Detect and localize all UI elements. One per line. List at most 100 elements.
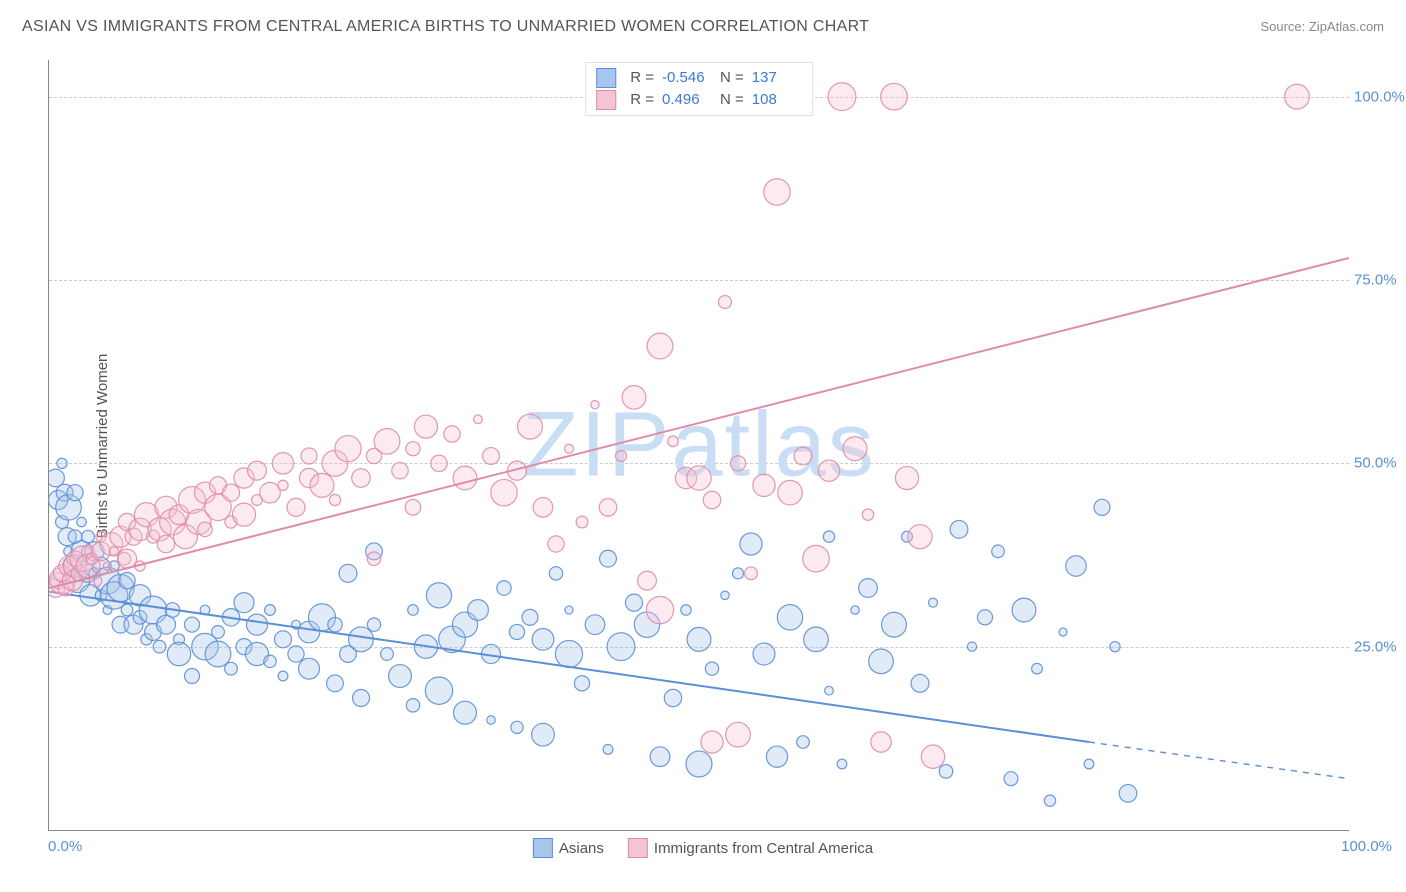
data-point	[650, 747, 670, 767]
data-point	[1004, 772, 1018, 786]
data-point	[222, 484, 239, 501]
data-point	[414, 415, 437, 438]
data-point	[167, 642, 190, 665]
data-point	[726, 722, 751, 747]
data-point	[753, 643, 775, 665]
data-point	[405, 500, 421, 516]
data-point	[426, 583, 451, 608]
legend-item-asians: Asians	[533, 838, 604, 858]
data-point	[301, 448, 317, 464]
legend-row-asians: R = -0.546 N = 137	[596, 67, 802, 89]
data-point	[431, 455, 447, 471]
swatch-immigrants	[596, 90, 616, 110]
data-point	[664, 689, 681, 706]
data-point	[1084, 759, 1094, 769]
chart-title: ASIAN VS IMMIGRANTS FROM CENTRAL AMERICA…	[22, 18, 869, 36]
data-point	[109, 547, 118, 556]
data-point	[1066, 556, 1086, 576]
data-point	[367, 552, 381, 566]
data-point	[797, 736, 810, 749]
data-point	[328, 617, 342, 631]
data-point	[234, 593, 254, 613]
data-point	[603, 744, 613, 754]
data-point	[977, 610, 992, 625]
data-point	[967, 642, 976, 651]
data-point	[487, 716, 495, 724]
data-point	[184, 617, 199, 632]
data-point	[638, 571, 657, 590]
data-point	[533, 497, 553, 517]
data-point	[260, 482, 281, 503]
trend-line	[49, 258, 1349, 588]
plot-area: ZIPatlas R = -0.546 N = 137 R = 0.496 N …	[48, 60, 1349, 831]
data-point	[157, 615, 176, 634]
legend-row-immigrants: R = 0.496 N = 108	[596, 89, 802, 111]
y-tick-label: 50.0%	[1354, 455, 1404, 472]
swatch-asians	[533, 838, 553, 858]
data-point	[1094, 499, 1110, 515]
data-point	[518, 414, 543, 439]
correlation-legend: R = -0.546 N = 137 R = 0.496 N = 108	[585, 62, 813, 116]
data-point	[687, 466, 711, 490]
data-point	[67, 485, 83, 501]
data-point	[287, 498, 305, 516]
data-point	[408, 605, 419, 616]
data-point	[764, 179, 790, 205]
data-point	[278, 671, 288, 681]
data-point	[248, 461, 267, 480]
data-point	[548, 536, 564, 552]
data-point	[157, 535, 174, 552]
data-point	[574, 676, 589, 691]
data-point	[766, 746, 787, 767]
data-point	[1059, 628, 1067, 636]
data-point	[701, 731, 723, 753]
data-point	[950, 520, 968, 538]
data-point	[153, 640, 166, 653]
data-point	[687, 627, 711, 651]
data-point	[992, 545, 1005, 558]
data-point	[705, 662, 718, 675]
data-point	[555, 640, 582, 667]
data-point	[591, 401, 599, 409]
data-point	[198, 522, 213, 537]
data-point	[777, 605, 802, 630]
data-point	[869, 649, 894, 674]
data-point	[389, 665, 412, 688]
data-point	[803, 545, 830, 572]
data-point	[299, 658, 320, 679]
data-point	[121, 604, 133, 616]
data-point	[647, 333, 673, 359]
data-point	[232, 503, 255, 526]
data-point	[468, 600, 489, 621]
data-point	[522, 609, 538, 625]
data-point	[454, 701, 477, 724]
data-point	[329, 494, 340, 505]
data-point	[367, 618, 380, 631]
data-point	[225, 662, 238, 675]
data-point	[668, 436, 679, 447]
data-point	[686, 751, 712, 777]
data-point	[119, 572, 135, 588]
data-point	[483, 448, 500, 465]
data-point	[753, 474, 775, 496]
data-point	[392, 462, 408, 478]
data-point	[117, 549, 136, 568]
data-point	[804, 627, 829, 652]
data-point	[745, 567, 758, 580]
data-point	[1110, 642, 1120, 652]
data-point	[681, 605, 692, 616]
data-point	[823, 531, 834, 542]
data-point	[77, 517, 87, 527]
data-point	[264, 655, 276, 667]
data-point	[721, 591, 729, 599]
data-point	[939, 765, 953, 779]
source-attribution: Source: ZipAtlas.com	[1260, 19, 1384, 34]
n-label: N =	[720, 67, 744, 89]
data-point	[474, 415, 483, 424]
data-point	[246, 614, 267, 635]
data-point	[843, 437, 867, 461]
data-point	[565, 606, 573, 614]
data-point	[585, 615, 605, 635]
y-tick-label: 75.0%	[1354, 272, 1404, 289]
data-point	[818, 460, 839, 481]
